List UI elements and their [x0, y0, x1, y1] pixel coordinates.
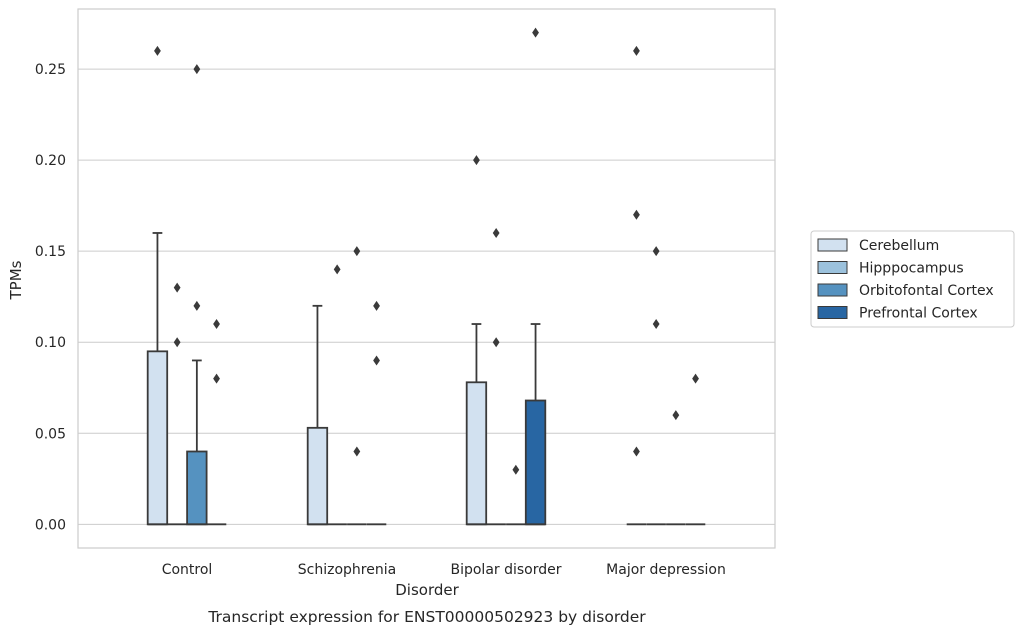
outlier-point	[633, 45, 640, 56]
legend-frame	[810, 230, 1015, 328]
outlier-point	[373, 355, 380, 366]
box	[465, 381, 488, 526]
x-axis-label: Disorder	[395, 581, 459, 599]
outlier-point	[512, 464, 520, 475]
outlier-point	[353, 246, 361, 257]
y-tick-labels: 0.00 0.05 0.10 0.15 0.20 0.25	[35, 62, 66, 533]
outlier-point	[213, 373, 220, 384]
grid-lines	[78, 68, 775, 525]
outlier-point	[473, 155, 480, 166]
outlier-point	[672, 410, 680, 421]
y-axis-label: TPMs	[7, 260, 25, 300]
y-tick-label: 0.10	[35, 335, 66, 351]
outlier-point	[633, 209, 640, 220]
outlier-point	[173, 337, 181, 348]
outlier-point	[193, 64, 201, 75]
outliers	[154, 27, 699, 475]
x-tick-labels: Control Schizophrenia Bipolar disorder Majo…	[162, 562, 726, 578]
plot-border	[77, 8, 776, 549]
outlier-point	[532, 27, 539, 38]
box	[306, 426, 329, 526]
outlier-point	[633, 446, 640, 457]
legend-swatch	[817, 261, 848, 274]
outlier-point	[652, 319, 660, 330]
y-tick-label: 0.20	[35, 153, 66, 169]
outlier-point	[353, 446, 361, 457]
y-tick-label: 0.05	[35, 426, 66, 442]
x-tick-label: Schizophrenia	[298, 562, 396, 578]
y-tick-label: 0.15	[35, 244, 66, 260]
chart-caption: Transcript expression for ENST0000050292…	[207, 608, 646, 626]
outlier-point	[154, 45, 161, 56]
outlier-point	[193, 300, 201, 311]
legend-swatch	[817, 238, 848, 252]
x-tick-label: Major depression	[606, 562, 726, 578]
x-tick-label: Control	[162, 562, 213, 578]
outlier-point	[692, 373, 699, 384]
x-tick-label: Bipolar disorder	[450, 562, 561, 578]
legend-label: Hipppocampus	[859, 261, 964, 277]
outlier-point	[333, 264, 341, 275]
box	[186, 450, 208, 526]
legend-swatch	[817, 283, 848, 297]
boxes	[146, 232, 706, 526]
legend: Cerebellum Hipppocampus Orbitofontal Corte…	[810, 230, 1015, 328]
outlier-point	[652, 246, 660, 257]
y-tick-label: 0.25	[35, 62, 66, 78]
box	[146, 350, 169, 526]
outlier-point	[492, 227, 500, 238]
box	[524, 399, 547, 526]
outlier-point	[173, 282, 181, 293]
legend-swatch	[817, 306, 848, 319]
outlier-point	[492, 337, 500, 348]
legend-label: Cerebellum	[859, 238, 939, 254]
legend-label: Prefrontal Cortex	[859, 306, 978, 322]
legend-label: Orbitofontal Cortex	[859, 283, 994, 299]
outlier-point	[213, 319, 220, 330]
y-tick-label: 0.00	[35, 517, 66, 533]
plot-frame	[77, 8, 776, 549]
outlier-point	[373, 300, 380, 311]
